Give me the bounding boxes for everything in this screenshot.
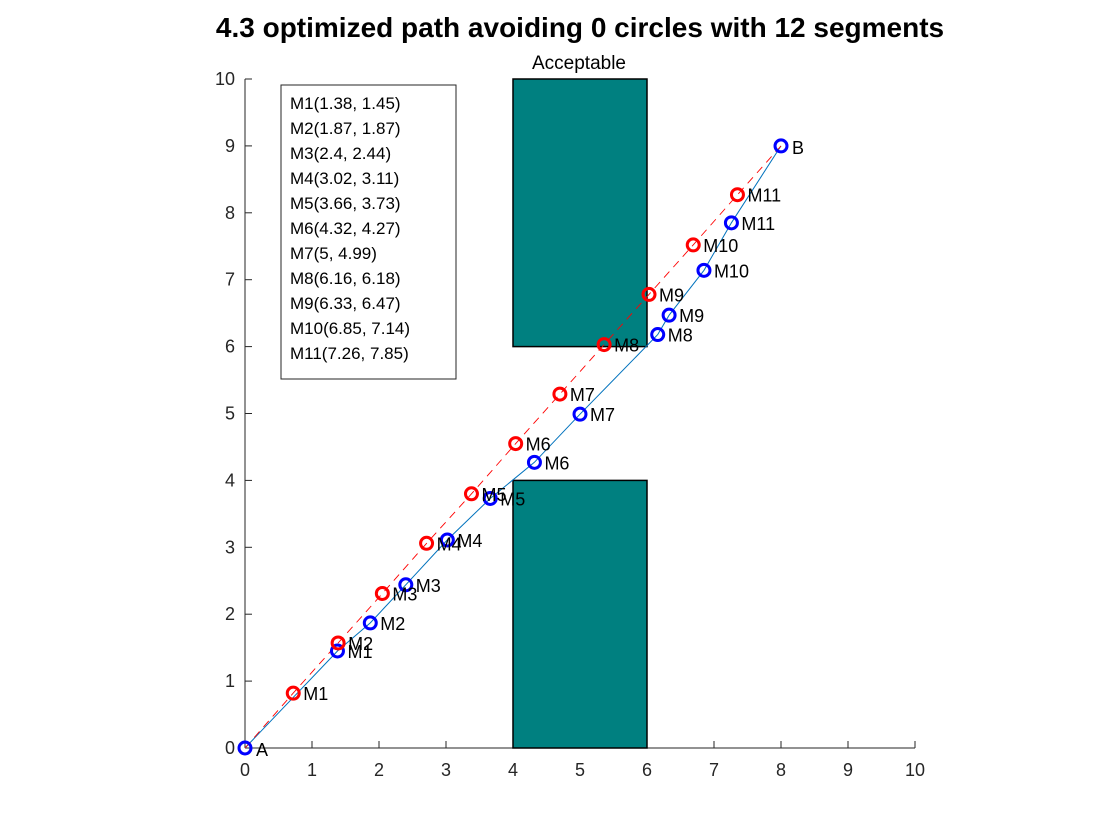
coordinates-line: M9(6.33, 6.47) (290, 294, 401, 313)
y-tick-label: 2 (225, 604, 235, 624)
endpoint-marker (773, 138, 789, 154)
coordinates-line: M5(3.66, 3.73) (290, 194, 401, 213)
coordinates-line: M7(5, 4.99) (290, 244, 377, 263)
y-tick-label: 10 (215, 69, 235, 89)
y-tick-label: 7 (225, 270, 235, 290)
endpoint-label: A (256, 740, 268, 760)
y-tick-label: 4 (225, 470, 235, 490)
initial-point-marker (285, 685, 301, 701)
coordinates-line: M4(3.02, 3.11) (290, 169, 399, 188)
optimized-point-marker (572, 406, 588, 422)
initial-point-label: M7 (570, 385, 595, 405)
coordinates-box (280, 84, 457, 380)
initial-point-marker (330, 635, 346, 651)
optimized-point-marker (661, 307, 677, 323)
x-tick-label: 0 (240, 760, 250, 780)
optimized-point-label: M4 (457, 531, 482, 551)
initial-point-marker (463, 486, 479, 502)
x-tick-label: 10 (905, 760, 925, 780)
x-tick-label: 3 (441, 760, 451, 780)
optimized-point-marker (329, 643, 345, 659)
y-tick-label: 6 (225, 337, 235, 357)
y-tick-label: 3 (225, 537, 235, 557)
optimized-path-line (244, 145, 782, 749)
optimized-point-marker (650, 327, 666, 343)
x-tick-label: 7 (709, 760, 719, 780)
x-tick-label: 4 (508, 760, 518, 780)
x-tick-label: 5 (575, 760, 585, 780)
y-tick-label: 9 (225, 136, 235, 156)
obstacle-rect (512, 479, 648, 749)
optimized-point-label: M7 (590, 405, 615, 425)
y-tick-label: 1 (225, 671, 235, 691)
coordinates-line: M1(1.38, 1.45) (290, 94, 401, 113)
initial-point-marker (729, 187, 745, 203)
plot-area: 0 1 2 3 4 5 6 7 8 9 10012345678910M1M2M3M4M5M6M7M8… (215, 69, 925, 780)
initial-point-marker (641, 286, 657, 302)
endpoint-marker (237, 740, 253, 756)
coordinates-line: M3(2.4, 2.44) (290, 144, 391, 163)
obstacle-rect (512, 78, 648, 348)
endpoint-label: B (792, 138, 804, 158)
optimized-point-label: M3 (416, 576, 441, 596)
x-tick-label: 2 (374, 760, 384, 780)
coordinates-line: M11(7.26, 7.85) (290, 344, 409, 363)
coordinates-line: M10(6.85, 7.14) (290, 319, 410, 338)
optimized-point-label: M11 (741, 214, 775, 234)
initial-point-label: M3 (392, 584, 417, 604)
optimized-point-marker (362, 615, 378, 631)
optimized-point-label: M1 (347, 642, 372, 662)
initial-point-label: M10 (703, 236, 738, 256)
chart-title: 4.3 optimized path avoiding 0 circles wi… (216, 12, 944, 43)
acceptable-label: Acceptable (532, 53, 626, 74)
x-tick-label: 8 (776, 760, 786, 780)
x-tick-label: 9 (843, 760, 853, 780)
optimized-point-marker (398, 577, 414, 593)
optimized-point-marker (723, 215, 739, 231)
optimized-point-label: M8 (668, 326, 693, 346)
coordinates-line: M8(6.16, 6.18) (290, 269, 401, 288)
coordinates-line: M2(1.87, 1.87) (290, 119, 401, 138)
initial-point-marker (508, 436, 524, 452)
initial-point-label: M11 (747, 186, 781, 206)
optimized-point-label: M10 (714, 261, 749, 281)
initial-point-label: M4 (437, 534, 462, 554)
initial-point-marker (419, 535, 435, 551)
y-tick-label: 8 (225, 203, 235, 223)
initial-path-line (244, 145, 782, 749)
y-tick-label: 0 (225, 738, 235, 758)
x-tick-label: 1 (307, 760, 317, 780)
optimized-point-marker (439, 532, 455, 548)
optimized-point-label: M9 (679, 306, 704, 326)
initial-point-marker (374, 585, 390, 601)
initial-point-marker (552, 386, 568, 402)
y-tick-label: 5 (225, 404, 235, 424)
x-tick-label: 6 (642, 760, 652, 780)
initial-point-label: M6 (526, 435, 551, 455)
coordinates-line: M6(4.32, 4.27) (290, 219, 401, 238)
optimized-point-label: M2 (380, 614, 405, 634)
optimized-point-marker (526, 454, 542, 470)
optimized-point-label: M5 (500, 489, 525, 509)
initial-point-label: M9 (659, 285, 684, 305)
initial-point-label: M1 (303, 684, 328, 704)
initial-point-marker (685, 237, 701, 253)
optimized-point-label: M6 (544, 453, 569, 473)
optimized-point-marker (696, 262, 712, 278)
initial-point-label: M2 (348, 634, 373, 654)
optimized-point-marker (482, 490, 498, 506)
initial-point-label: M8 (614, 336, 639, 356)
initial-point-label: M5 (481, 485, 506, 505)
initial-point-marker (596, 337, 612, 353)
